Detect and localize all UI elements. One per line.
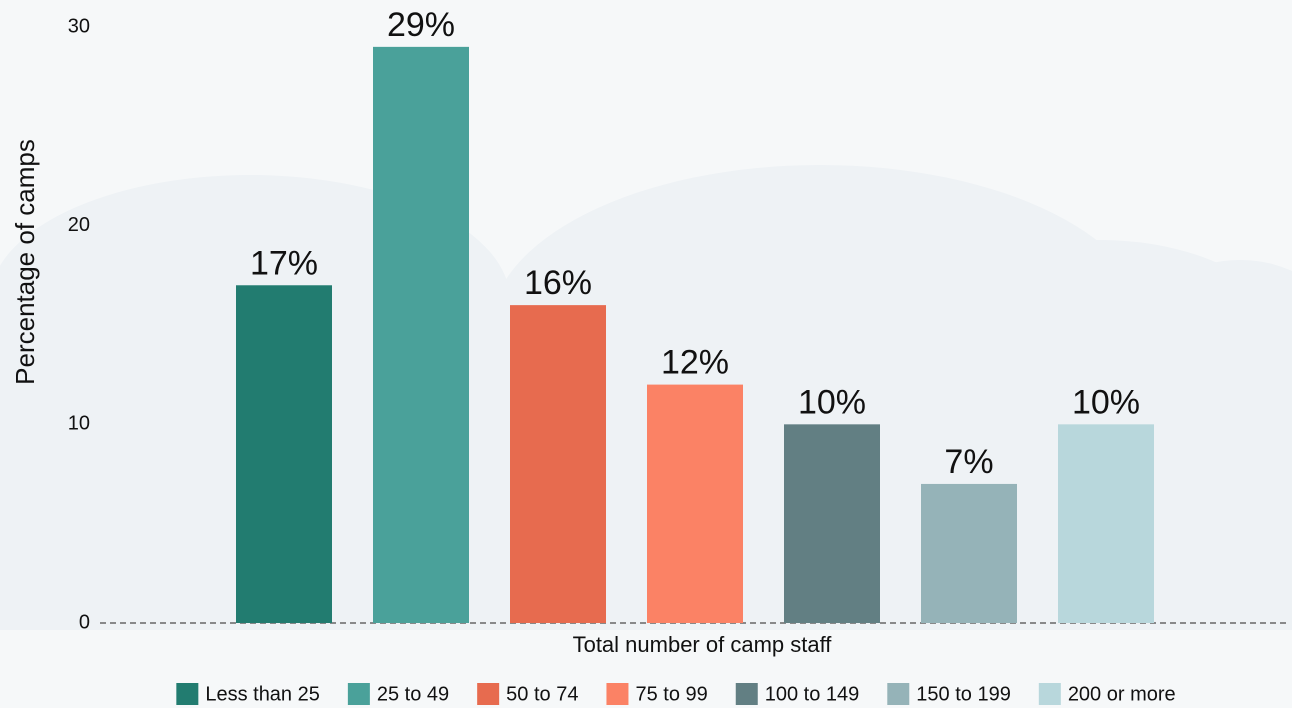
legend-label: 25 to 49	[377, 683, 449, 705]
value-label: 12%	[661, 344, 729, 382]
value-label: 29%	[387, 6, 455, 44]
y-axis-label: Percentage of camps	[10, 139, 40, 385]
value-label: 10%	[1072, 383, 1140, 421]
legend-label: 75 to 99	[635, 683, 707, 705]
legend-label: Less than 25	[205, 683, 320, 705]
value-label: 17%	[250, 244, 318, 282]
bar	[647, 384, 743, 623]
y-tick-label: 20	[68, 214, 90, 236]
bar	[236, 285, 332, 623]
legend-label: 200 or more	[1068, 683, 1176, 705]
legend-swatch	[606, 683, 629, 705]
y-tick-label: 30	[68, 15, 90, 37]
legend-swatch	[1038, 683, 1061, 705]
x-axis-label: Total number of camp staff	[573, 632, 833, 657]
legend-swatch	[887, 683, 910, 705]
bar	[921, 483, 1017, 623]
y-tick-label: 0	[79, 611, 90, 633]
legend-swatch	[477, 683, 500, 705]
bar	[1058, 424, 1154, 623]
legend-swatch	[176, 683, 199, 705]
value-label: 10%	[798, 383, 866, 421]
bar	[784, 424, 880, 623]
legend-label: 100 to 149	[765, 683, 860, 705]
legend-swatch	[735, 683, 758, 705]
bar	[510, 305, 606, 623]
y-tick-label: 10	[68, 413, 90, 435]
bar	[373, 46, 469, 624]
legend-swatch	[347, 683, 370, 705]
legend-label: 50 to 74	[506, 683, 578, 705]
value-label: 7%	[944, 443, 993, 481]
value-label: 16%	[524, 264, 592, 302]
legend-label: 150 to 199	[916, 683, 1011, 705]
